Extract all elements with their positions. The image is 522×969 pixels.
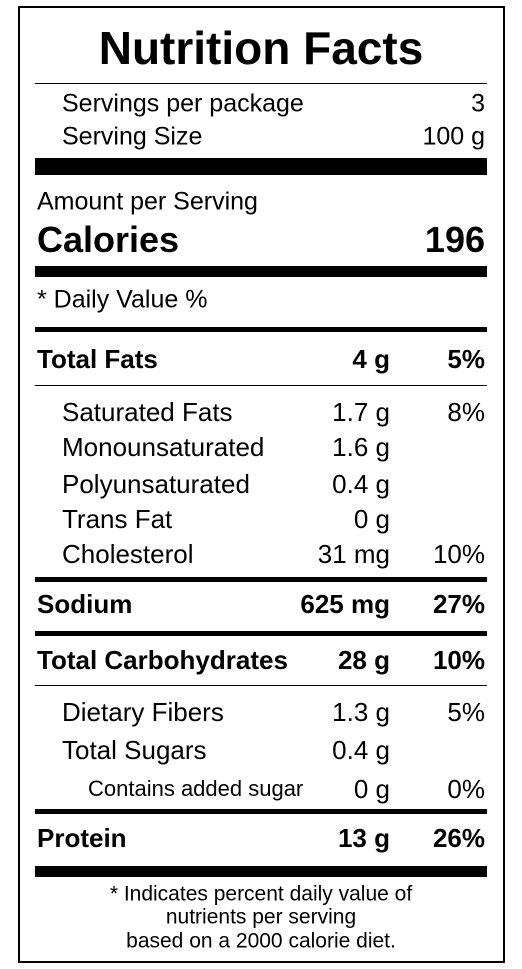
servings-label: Servings per package: [62, 89, 304, 118]
divider: [35, 385, 487, 386]
nutrient-amount: 0 g: [353, 774, 390, 804]
nutrient-amount: 13 g: [337, 823, 390, 853]
title: Nutrition Facts: [98, 22, 424, 74]
divider: [35, 809, 487, 814]
nutrient-dv: 5%: [447, 344, 485, 374]
nutrient-dv: 0%: [447, 774, 485, 804]
nutrient-amount: 4 g: [352, 344, 390, 374]
nutrient-amount: 0 g: [353, 504, 390, 534]
nutrient-name: Total Fats: [37, 344, 158, 374]
divider: [35, 83, 487, 84]
nutrient-dv: 26%: [432, 823, 485, 853]
daily-value-header: * Daily Value %: [37, 285, 208, 314]
nutrient-amount: 1.3 g: [332, 697, 390, 727]
nutrient-name: Total Carbohydrates: [37, 645, 288, 675]
nutrient-amount: 31 mg: [317, 539, 390, 569]
nutrient-name: Cholesterol: [62, 539, 194, 569]
nutrient-name: Sodium: [37, 589, 133, 619]
nutrient-name: Total Sugars: [62, 735, 207, 765]
calories-value: 196: [424, 219, 485, 260]
nutrient-name: Polyunsaturated: [62, 469, 250, 499]
calories-label: Calories: [37, 219, 180, 260]
nutrient-amount: 625 mg: [300, 589, 390, 619]
divider: [35, 631, 487, 636]
nutrient-name: Monounsaturated: [62, 432, 265, 462]
nutrient-name: Dietary Fibers: [62, 697, 224, 727]
nutrient-dv: 10%: [432, 539, 485, 569]
divider: [35, 266, 487, 277]
divider: [35, 685, 487, 686]
divider: [35, 866, 487, 877]
footnote: based on a 2000 calorie diet.: [126, 929, 396, 953]
nutrient-dv: 8%: [447, 397, 485, 427]
serving-size-value: 100 g: [422, 122, 485, 151]
servings-value: 3: [471, 89, 485, 118]
divider: [35, 158, 487, 175]
nutrient-dv: 5%: [447, 697, 485, 727]
nutrient-dv: 10%: [432, 645, 485, 675]
nutrient-amount: 1.7 g: [332, 397, 390, 427]
nutrient-name: Trans Fat: [62, 504, 173, 534]
nutrient-name: Saturated Fats: [62, 397, 233, 427]
nutrient-amount: 28 g: [337, 645, 390, 675]
nutrient-amount: 0.4 g: [332, 469, 390, 499]
footnote: nutrients per serving: [165, 905, 357, 929]
border: [18, 6, 505, 963]
footnote: * Indicates percent daily value of: [109, 882, 413, 906]
amount-label: Amount per Serving: [37, 187, 258, 216]
nutrient-name: Protein: [37, 823, 127, 853]
divider: [35, 327, 487, 332]
nutrient-amount: 1.6 g: [332, 432, 390, 462]
nutrient-name: Contains added sugar: [88, 776, 304, 801]
divider: [35, 577, 487, 582]
nutrient-dv: 27%: [432, 589, 485, 619]
serving-size-label: Serving Size: [62, 122, 203, 151]
nutrient-amount: 0.4 g: [332, 735, 390, 765]
